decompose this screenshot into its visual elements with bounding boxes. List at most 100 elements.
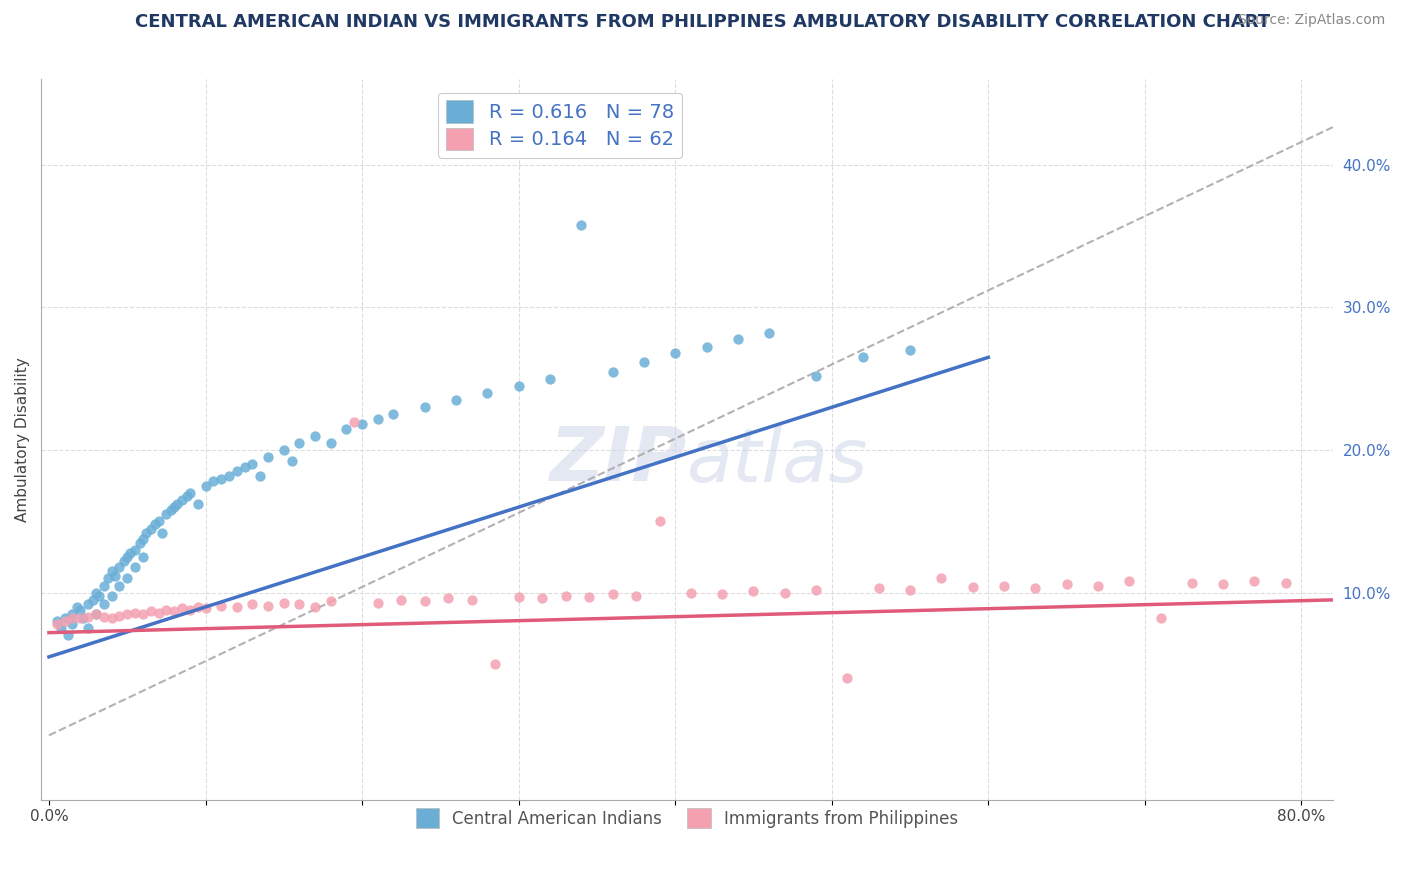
Text: atlas: atlas xyxy=(688,425,869,497)
Point xyxy=(87,589,110,603)
Point xyxy=(1087,578,1109,592)
Point xyxy=(352,417,374,432)
Point xyxy=(166,497,188,511)
Point xyxy=(242,458,264,472)
Point xyxy=(477,386,499,401)
Point xyxy=(1024,582,1046,596)
Point xyxy=(554,589,576,603)
Point xyxy=(679,585,702,599)
Point xyxy=(288,436,311,450)
Point xyxy=(108,560,131,574)
Point xyxy=(413,594,436,608)
Point xyxy=(176,489,198,503)
Point xyxy=(444,393,467,408)
Point xyxy=(124,542,146,557)
Point xyxy=(209,599,232,613)
Point xyxy=(484,657,506,671)
Point xyxy=(1212,577,1234,591)
Point xyxy=(100,611,122,625)
Point xyxy=(155,603,177,617)
Point xyxy=(93,610,115,624)
Point xyxy=(160,503,183,517)
Point xyxy=(664,346,686,360)
Point xyxy=(84,607,107,621)
Point xyxy=(150,525,173,540)
Point xyxy=(112,554,135,568)
Point xyxy=(93,597,115,611)
Point xyxy=(132,607,155,621)
Point xyxy=(108,608,131,623)
Point xyxy=(77,610,100,624)
Point xyxy=(139,604,162,618)
Point xyxy=(179,486,201,500)
Point xyxy=(66,599,89,614)
Point xyxy=(1149,611,1171,625)
Point xyxy=(367,596,389,610)
Point xyxy=(45,614,67,628)
Point xyxy=(304,599,326,614)
Point xyxy=(100,564,122,578)
Point xyxy=(218,468,240,483)
Point xyxy=(187,497,209,511)
Point xyxy=(569,218,592,232)
Point xyxy=(53,611,76,625)
Point xyxy=(93,578,115,592)
Legend: Central American Indians, Immigrants from Philippines: Central American Indians, Immigrants fro… xyxy=(409,802,965,834)
Point xyxy=(257,599,280,613)
Point xyxy=(288,597,311,611)
Point xyxy=(124,606,146,620)
Point xyxy=(194,479,217,493)
Point xyxy=(148,606,170,620)
Point xyxy=(170,493,193,508)
Text: CENTRAL AMERICAN INDIAN VS IMMIGRANTS FROM PHILIPPINES AMBULATORY DISABILITY COR: CENTRAL AMERICAN INDIAN VS IMMIGRANTS FR… xyxy=(135,13,1271,31)
Point xyxy=(508,590,530,604)
Point xyxy=(1243,574,1265,589)
Point xyxy=(319,436,342,450)
Point xyxy=(578,590,600,604)
Point xyxy=(115,571,138,585)
Point xyxy=(280,454,302,468)
Point xyxy=(696,340,718,354)
Point xyxy=(602,365,624,379)
Point xyxy=(273,443,295,458)
Point xyxy=(202,475,225,489)
Point xyxy=(115,549,138,564)
Point xyxy=(1118,574,1140,589)
Point xyxy=(758,326,780,340)
Point xyxy=(1181,575,1204,590)
Point xyxy=(62,617,84,632)
Point xyxy=(931,571,953,585)
Point xyxy=(1275,575,1298,590)
Point xyxy=(139,522,162,536)
Point xyxy=(633,354,655,368)
Point xyxy=(711,587,734,601)
Point xyxy=(72,611,94,625)
Point xyxy=(804,582,827,597)
Point xyxy=(852,351,875,365)
Point xyxy=(962,580,984,594)
Point xyxy=(194,601,217,615)
Point xyxy=(602,587,624,601)
Point xyxy=(804,368,827,383)
Point xyxy=(108,578,131,592)
Point xyxy=(155,508,177,522)
Point xyxy=(62,611,84,625)
Point xyxy=(837,671,859,685)
Point xyxy=(413,401,436,415)
Point xyxy=(319,594,342,608)
Point xyxy=(1056,577,1078,591)
Point xyxy=(727,332,749,346)
Point xyxy=(132,549,155,564)
Point xyxy=(273,596,295,610)
Point xyxy=(257,450,280,465)
Point xyxy=(56,628,79,642)
Point xyxy=(773,585,796,599)
Point xyxy=(51,621,73,635)
Point xyxy=(437,591,460,606)
Text: ZIP: ZIP xyxy=(550,425,688,498)
Point xyxy=(367,411,389,425)
Text: Source: ZipAtlas.com: Source: ZipAtlas.com xyxy=(1237,13,1385,28)
Point xyxy=(97,571,120,585)
Point xyxy=(389,592,412,607)
Point xyxy=(898,343,921,358)
